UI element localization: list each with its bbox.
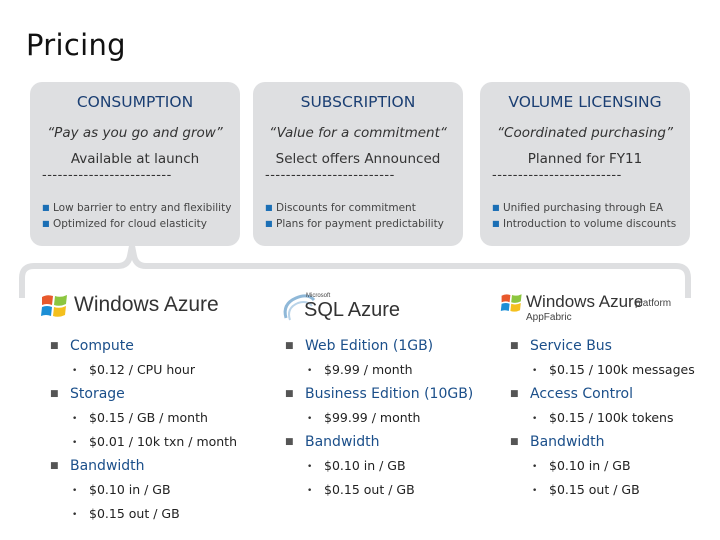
pricing-group-access-control: ■ Access Control: [510, 386, 633, 402]
appfabric-pricing-list: ■ Service Bus • $0.15 / 100k messages ■ Acc…: [510, 338, 695, 506]
pricing-group-web-edition: ■ Web Edition (1GB): [285, 338, 434, 354]
pricing-item: • $0.12 / CPU hour: [72, 362, 195, 377]
card-status: Available at launch: [70, 151, 200, 167]
card-status: Select offers Announced: [275, 151, 441, 167]
card-bullet-item: ■ Optimized for cloud elasticity: [42, 218, 207, 230]
azure-pricing-list: ■ Compute • $0.12 / CPU hour ■ Storage • $0.…: [50, 338, 237, 530]
pricing-item: • $99.99 / month: [307, 410, 421, 425]
sql-swirl-icon: [283, 294, 316, 321]
card-divider: -------------------------: [492, 168, 622, 183]
logo-text: SQL Azure: [304, 299, 400, 321]
windows-azure-logo: Windows Azure: [40, 287, 219, 323]
pricing-item: • $0.15 / 100k messages: [532, 362, 695, 377]
pricing-group-bandwidth: ■ Bandwidth: [510, 434, 605, 450]
windows-flag-icon: [41, 295, 67, 317]
card-title: SUBSCRIPTION: [300, 93, 416, 111]
pricing-group-service-bus: ■ Service Bus: [510, 338, 612, 354]
card-quote: “Value for a commitment“: [269, 125, 447, 141]
logo-prefix: Microsoft: [306, 293, 331, 299]
logo-sub: AppFabric: [526, 312, 572, 323]
card-bullets: ■ Discounts for commitment ■ Plans for pay…: [265, 200, 461, 232]
card-title: VOLUME LICENSING: [508, 93, 662, 111]
pricing-item: • $0.15 out / GB: [532, 482, 640, 497]
pricing-group-bandwidth: ■ Bandwidth: [285, 434, 380, 450]
card-status: Planned for FY11: [527, 151, 643, 167]
logo-text: Windows Azure: [526, 292, 644, 311]
pricing-item: • $0.15 / GB / month: [72, 410, 208, 425]
sql-azure-pricing-list: ■ Web Edition (1GB) • $9.99 / month ■ Busin…: [285, 338, 473, 506]
card-quote: “Coordinated purchasing”: [497, 125, 673, 141]
consumption-card: CONSUMPTION “Pay as you go and grow” Ava…: [30, 82, 240, 246]
logo-suffix: platform: [635, 298, 672, 309]
pricing-item: • $0.15 out / GB: [72, 506, 180, 521]
pricing-item: • $0.10 in / GB: [307, 458, 406, 473]
windows-flag-icon: [500, 294, 522, 312]
subscription-card: SUBSCRIPTION “Value for a commitment“ Se…: [253, 82, 463, 246]
card-bullets: ■ Low barrier to entry and flexibility ■ O…: [42, 200, 238, 232]
pricing-item: • $0.15 out / GB: [307, 482, 415, 497]
pricing-item: • $0.15 / 100k tokens: [532, 410, 674, 425]
pricing-group-business-edition: ■ Business Edition (10GB): [285, 386, 474, 402]
card-bullet-item: ■ Discounts for commitment: [265, 202, 416, 214]
pricing-group-storage: ■ Storage: [50, 386, 125, 402]
card-bullet-item: ■ Low barrier to entry and flexibility: [42, 202, 232, 214]
sql-azure-logo: Microsoft SQL Azure: [280, 290, 405, 326]
card-bullet-item: ■ Unified purchasing through EA: [492, 202, 664, 214]
card-bullet-item: ■ Introduction to volume discounts: [492, 218, 677, 230]
pricing-item: • $9.99 / month: [307, 362, 413, 377]
pricing-item: • $0.10 in / GB: [532, 458, 631, 473]
card-bullet-item: ■ Plans for payment predictability: [265, 218, 444, 230]
pricing-item: • $0.01 / 10k txn / month: [72, 434, 238, 449]
pricing-group-bandwidth: ■ Bandwidth: [50, 458, 145, 474]
volume-licensing-card: VOLUME LICENSING “Coordinated purchasing…: [480, 82, 690, 246]
pricing-group-compute: ■ Compute: [50, 338, 134, 354]
logo-text: Windows Azure: [74, 293, 219, 316]
card-divider: -------------------------: [265, 168, 395, 183]
card-bullets: ■ Unified purchasing through EA ■ Introduc…: [492, 200, 688, 232]
pricing-item: • $0.10 in / GB: [72, 482, 171, 497]
card-quote: “Pay as you go and grow”: [47, 125, 223, 141]
page-title: Pricing: [26, 28, 126, 62]
card-divider: -------------------------: [42, 168, 172, 183]
windows-azure-appfabric-logo: Windows Azure platform AppFabric: [500, 289, 690, 329]
card-title: CONSUMPTION: [76, 93, 194, 111]
